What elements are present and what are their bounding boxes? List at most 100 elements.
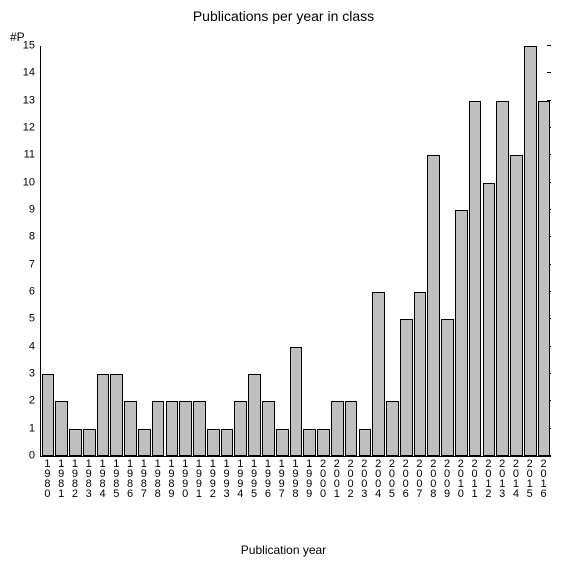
bar-slot bbox=[482, 46, 496, 456]
bar-slot bbox=[358, 46, 372, 456]
x-tick-label: 1992 bbox=[207, 456, 218, 516]
x-tick-label: 2015 bbox=[524, 456, 535, 516]
x-tick-slot: 1983 bbox=[81, 456, 95, 516]
x-tick-slot: 2016 bbox=[536, 456, 550, 516]
x-tick-label: 2016 bbox=[538, 456, 549, 516]
x-tick-slot: 1987 bbox=[136, 456, 150, 516]
bar-slot bbox=[413, 46, 427, 456]
x-tick-slot: 1996 bbox=[261, 456, 275, 516]
bar-slot bbox=[55, 46, 69, 456]
x-tick-label: 2009 bbox=[441, 456, 452, 516]
x-tick-label: 1994 bbox=[234, 456, 245, 516]
bar bbox=[469, 101, 482, 456]
x-tick-slot: 2009 bbox=[440, 456, 454, 516]
bar bbox=[400, 319, 413, 456]
x-tick-slot: 2011 bbox=[467, 456, 481, 516]
bar bbox=[166, 401, 179, 456]
y-tick-label: 3 bbox=[29, 369, 35, 380]
bar bbox=[97, 374, 110, 456]
x-tick-label: 1989 bbox=[165, 456, 176, 516]
x-tick-label: 1990 bbox=[179, 456, 190, 516]
bar bbox=[83, 429, 96, 456]
bar-slot bbox=[372, 46, 386, 456]
x-tick-slot: 1999 bbox=[302, 456, 316, 516]
bar bbox=[262, 401, 275, 456]
bar-slot bbox=[441, 46, 455, 456]
bar bbox=[317, 429, 330, 456]
bar bbox=[359, 429, 372, 456]
bar-slot bbox=[454, 46, 468, 456]
x-tick-slot: 2012 bbox=[481, 456, 495, 516]
x-tick-slot: 1985 bbox=[109, 456, 123, 516]
bar bbox=[331, 401, 344, 456]
x-tick-slot: 2004 bbox=[371, 456, 385, 516]
bar-slot bbox=[248, 46, 262, 456]
bar bbox=[496, 101, 509, 456]
x-tick-slot: 1986 bbox=[123, 456, 137, 516]
bar-slot bbox=[82, 46, 96, 456]
x-tick-slot: 1995 bbox=[247, 456, 261, 516]
bar bbox=[110, 374, 123, 456]
x-tick-slot: 1994 bbox=[233, 456, 247, 516]
x-tick-slot: 2014 bbox=[509, 456, 523, 516]
x-tick-label: 2006 bbox=[400, 456, 411, 516]
x-tick-slot: 2007 bbox=[412, 456, 426, 516]
bar bbox=[290, 347, 303, 456]
bar bbox=[427, 155, 440, 456]
y-tick-label: 10 bbox=[23, 177, 35, 188]
bar-slot bbox=[537, 46, 551, 456]
x-tick-slot: 1988 bbox=[150, 456, 164, 516]
bar bbox=[55, 401, 68, 456]
bar-slot bbox=[137, 46, 151, 456]
x-tick-slot: 1989 bbox=[164, 456, 178, 516]
y-tick-label: 7 bbox=[29, 259, 35, 270]
x-tick-slot: 2002 bbox=[343, 456, 357, 516]
x-tick-slot: 1984 bbox=[95, 456, 109, 516]
bar bbox=[483, 183, 496, 456]
y-tick-label: 14 bbox=[23, 68, 35, 79]
x-ticks-group: 1980198119821983198419851986198719881989… bbox=[40, 456, 550, 516]
bar-slot bbox=[496, 46, 510, 456]
bar bbox=[138, 429, 151, 456]
x-tick-slot: 2013 bbox=[495, 456, 509, 516]
bar-slot bbox=[344, 46, 358, 456]
bar bbox=[538, 101, 551, 456]
bar bbox=[234, 401, 247, 456]
bar bbox=[193, 401, 206, 456]
x-tick-label: 2003 bbox=[358, 456, 369, 516]
bar bbox=[386, 401, 399, 456]
y-tick-label: 13 bbox=[23, 95, 35, 106]
bar bbox=[207, 429, 220, 456]
bar-slot bbox=[289, 46, 303, 456]
bar bbox=[248, 374, 261, 456]
bar-slot bbox=[220, 46, 234, 456]
x-tick-slot: 2001 bbox=[329, 456, 343, 516]
x-tick-slot: 1998 bbox=[288, 456, 302, 516]
bar bbox=[42, 374, 55, 456]
bar bbox=[345, 401, 358, 456]
bar-slot bbox=[275, 46, 289, 456]
x-tick-label: 2001 bbox=[331, 456, 342, 516]
bar-slot bbox=[206, 46, 220, 456]
x-tick-label: 2007 bbox=[413, 456, 424, 516]
x-tick-label: 2011 bbox=[469, 456, 480, 516]
bar-slot bbox=[124, 46, 138, 456]
y-tick-label: 4 bbox=[29, 341, 35, 352]
bar bbox=[124, 401, 137, 456]
bar-slot bbox=[151, 46, 165, 456]
bar-slot bbox=[179, 46, 193, 456]
x-tick-slot: 1992 bbox=[205, 456, 219, 516]
bar bbox=[414, 292, 427, 456]
x-tick-label: 1988 bbox=[152, 456, 163, 516]
y-tick-label: 15 bbox=[23, 41, 35, 52]
bar-slot bbox=[96, 46, 110, 456]
x-axis-label: Publication year bbox=[0, 543, 567, 557]
x-tick-label: 1985 bbox=[110, 456, 121, 516]
x-tick-slot: 1997 bbox=[274, 456, 288, 516]
bar bbox=[441, 319, 454, 456]
bar-slot bbox=[110, 46, 124, 456]
x-tick-label: 1984 bbox=[97, 456, 108, 516]
x-tick-label: 1983 bbox=[83, 456, 94, 516]
bar-slot bbox=[330, 46, 344, 456]
x-tick-slot: 1982 bbox=[68, 456, 82, 516]
